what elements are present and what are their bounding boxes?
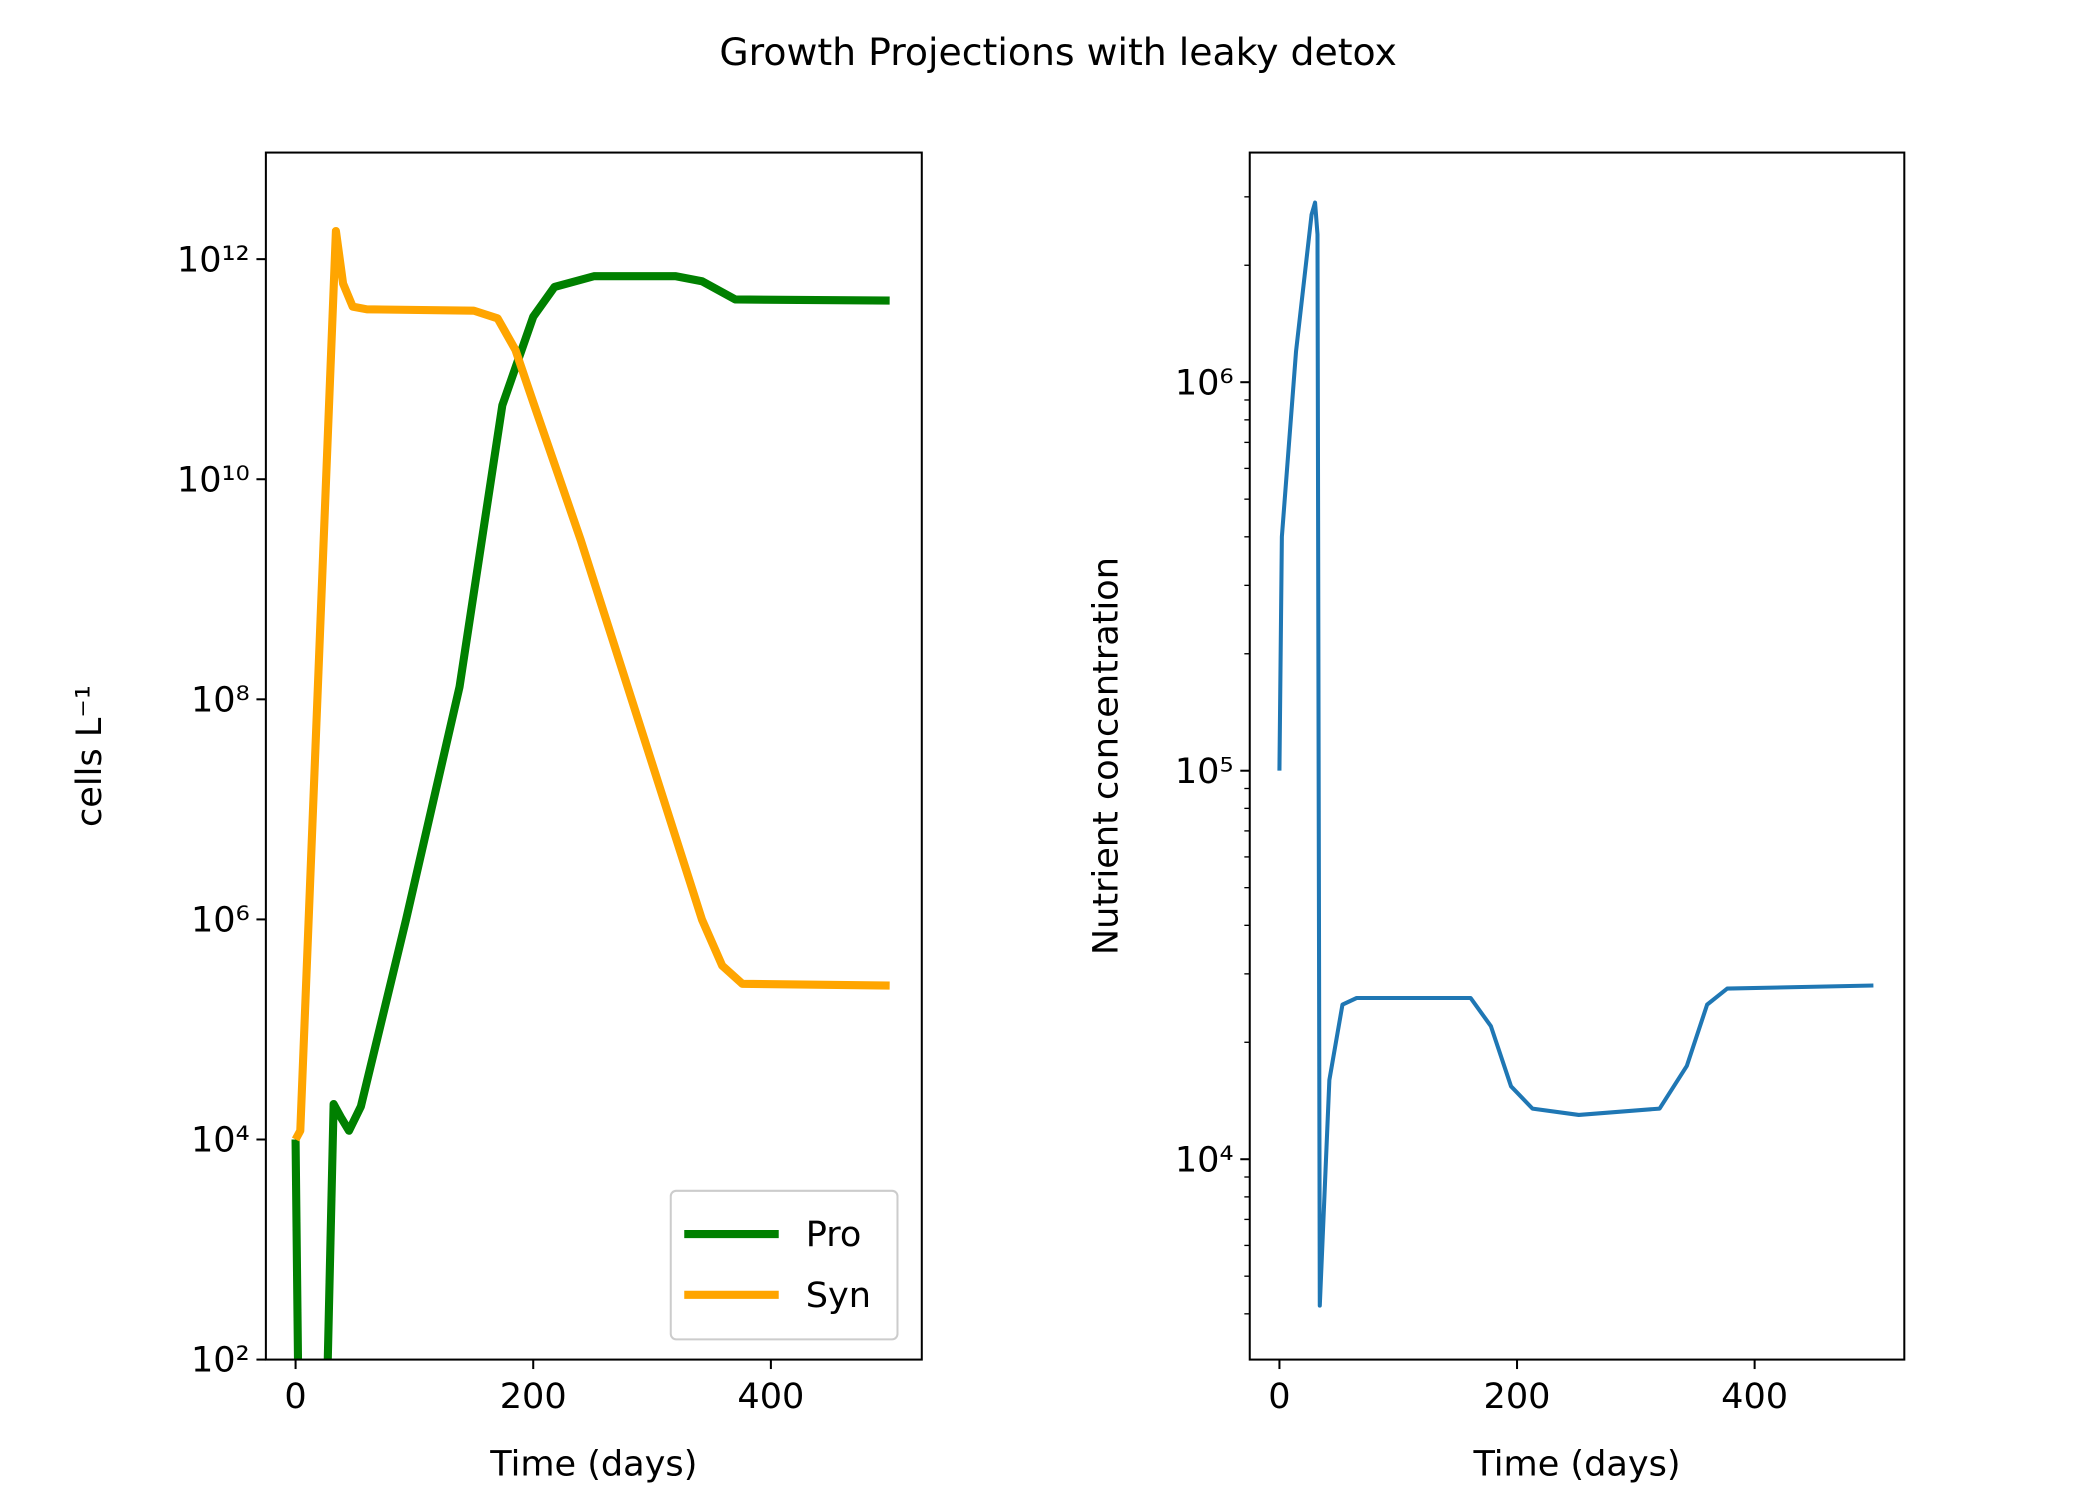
x-axis-label: Time (days) <box>1472 1444 1680 1485</box>
x-tick-label: 0 <box>1268 1376 1290 1417</box>
y-tick-label: 10⁶ <box>1175 362 1234 403</box>
y-tick-label: 10⁴ <box>1175 1139 1234 1180</box>
x-tick-label: 400 <box>1721 1376 1788 1417</box>
x-tick-label: 200 <box>1484 1376 1551 1417</box>
y-tick-label: 10⁵ <box>1175 751 1234 792</box>
y-tick-label: 10¹² <box>177 239 250 280</box>
x-tick-label: 200 <box>500 1376 567 1417</box>
x-tick-label: 400 <box>737 1376 804 1417</box>
legend: Pro Syn <box>669 1189 899 1341</box>
y-axis-label: cells L⁻¹ <box>69 685 110 827</box>
y-tick-label: 10² <box>191 1340 250 1381</box>
y-tick-label: 10⁴ <box>191 1120 250 1161</box>
x-axis-label: Time (days) <box>489 1444 697 1485</box>
data-line <box>1277 200 1874 1308</box>
x-tick-label: 0 <box>284 1376 306 1417</box>
plot-frame <box>264 151 923 1361</box>
y-tick-label: 10⁸ <box>191 679 250 720</box>
plot-lines <box>291 226 890 1360</box>
y-tick-label: 10⁶ <box>191 900 250 941</box>
y-axis-label: Nutrient concentration <box>1085 557 1126 955</box>
plot-frame <box>1248 151 1906 1361</box>
plot-lines <box>1277 200 1874 1308</box>
figure-title: Growth Projections with leaky detox <box>719 30 1396 74</box>
legend-box <box>669 1189 899 1341</box>
legend-label: Pro <box>806 1214 862 1255</box>
data-line <box>292 226 890 1142</box>
legend-label: Syn <box>806 1275 871 1316</box>
y-tick-label: 10¹⁰ <box>177 459 250 500</box>
data-line <box>291 272 890 1360</box>
